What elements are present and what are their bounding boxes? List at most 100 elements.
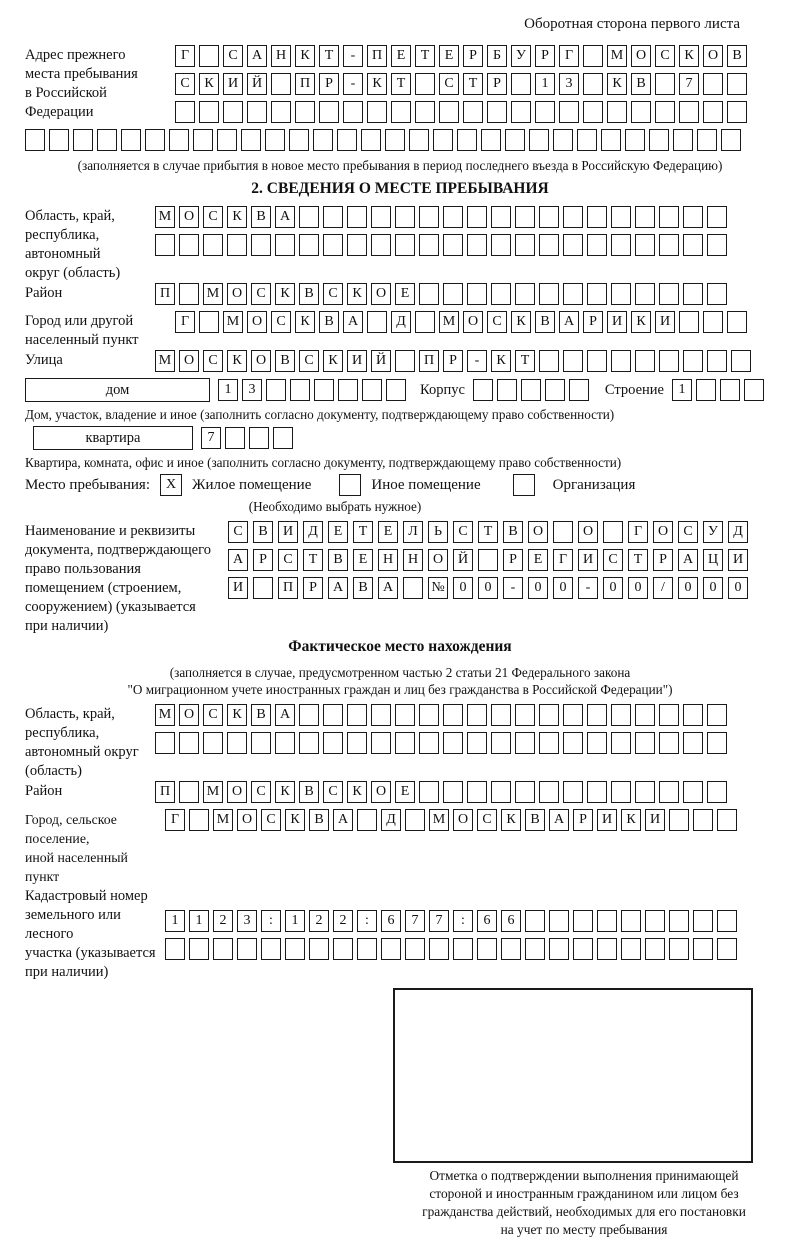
char-cell: 1 <box>165 910 185 932</box>
char-cell: Н <box>271 45 291 67</box>
char-cell <box>529 129 549 151</box>
char-cell <box>491 283 511 305</box>
char-cell: К <box>285 809 305 831</box>
char-cell <box>659 206 679 228</box>
char-cell <box>443 781 463 803</box>
char-cell: Р <box>443 350 463 372</box>
char-cell <box>597 938 617 960</box>
char-cell <box>333 938 353 960</box>
char-cell <box>395 206 415 228</box>
char-cell: Е <box>391 45 411 67</box>
char-cell <box>415 311 435 333</box>
char-cell <box>403 577 423 599</box>
char-cell: Е <box>395 283 415 305</box>
char-cell <box>251 234 271 256</box>
char-cell <box>731 350 751 372</box>
char-cell: Т <box>319 45 339 67</box>
char-cell: О <box>428 549 448 571</box>
char-cell <box>299 206 319 228</box>
char-cell: А <box>328 577 348 599</box>
char-cell: О <box>463 311 483 333</box>
char-cell <box>155 234 175 256</box>
char-cell <box>645 910 665 932</box>
char-cell <box>203 234 223 256</box>
char-cell <box>487 101 507 123</box>
char-cell <box>597 910 617 932</box>
char-cell: А <box>275 704 295 726</box>
char-cell: Й <box>247 73 267 95</box>
char-cell <box>189 809 209 831</box>
char-cell: К <box>511 311 531 333</box>
char-cell <box>261 938 281 960</box>
char-cell <box>429 938 449 960</box>
apartment-note: Квартира, комната, офис и иное (заполнит… <box>25 455 622 470</box>
char-cell: Е <box>378 521 398 543</box>
char-cell: К <box>501 809 521 831</box>
char-cell <box>203 732 223 754</box>
char-cell <box>539 206 559 228</box>
char-cell: Е <box>328 521 348 543</box>
char-cell <box>611 350 631 372</box>
char-cell <box>419 732 439 754</box>
char-cell: 0 <box>528 577 548 599</box>
char-cell: Е <box>439 45 459 67</box>
char-cell: Р <box>653 549 673 571</box>
char-cell <box>491 732 511 754</box>
char-cell <box>199 45 219 67</box>
char-cell: 2 <box>309 910 329 932</box>
char-cell <box>621 938 641 960</box>
char-cell <box>97 129 117 151</box>
char-cell <box>409 129 429 151</box>
char-cell <box>717 938 737 960</box>
char-cell: 7 <box>679 73 699 95</box>
char-cell <box>169 129 189 151</box>
char-cell <box>145 129 165 151</box>
char-cell <box>511 73 531 95</box>
char-cell: О <box>247 311 267 333</box>
char-cell: 1 <box>189 910 209 932</box>
page-side-note: Оборотная сторона первого листа <box>524 16 740 32</box>
char-cell <box>683 283 703 305</box>
char-cell <box>217 129 237 151</box>
char-cell: И <box>607 311 627 333</box>
char-cell: С <box>271 311 291 333</box>
char-cell: С <box>603 549 623 571</box>
char-cell <box>165 938 185 960</box>
char-cell <box>323 704 343 726</box>
char-cell <box>491 206 511 228</box>
char-cell <box>515 732 535 754</box>
char-cell: В <box>525 809 545 831</box>
char-cell <box>563 234 583 256</box>
char-cell <box>419 206 439 228</box>
char-cell: / <box>653 577 673 599</box>
char-cell <box>707 234 727 256</box>
char-cell: Т <box>478 521 498 543</box>
char-cell <box>535 101 555 123</box>
char-cell: Г <box>559 45 579 67</box>
char-cell: М <box>213 809 233 831</box>
char-cell <box>743 379 764 401</box>
char-cell <box>649 129 669 151</box>
char-cell <box>189 938 209 960</box>
char-cell: С <box>203 350 223 372</box>
char-cell <box>295 101 315 123</box>
char-cell: 0 <box>678 577 698 599</box>
char-cell <box>727 73 747 95</box>
char-cell <box>347 234 367 256</box>
char-cell: Т <box>515 350 535 372</box>
char-cell: В <box>299 283 319 305</box>
char-cell <box>199 101 219 123</box>
char-cell <box>347 704 367 726</box>
char-cell: С <box>175 73 195 95</box>
char-cell <box>199 311 219 333</box>
char-cell: 6 <box>501 910 521 932</box>
char-cell: В <box>275 350 295 372</box>
char-cell <box>309 938 329 960</box>
char-cell: К <box>607 73 627 95</box>
stamp-caption: Отметка о подтверждении выполнения прини… <box>422 1168 746 1237</box>
char-cell <box>539 781 559 803</box>
char-cell: О <box>179 350 199 372</box>
district-label: Район <box>25 285 63 301</box>
